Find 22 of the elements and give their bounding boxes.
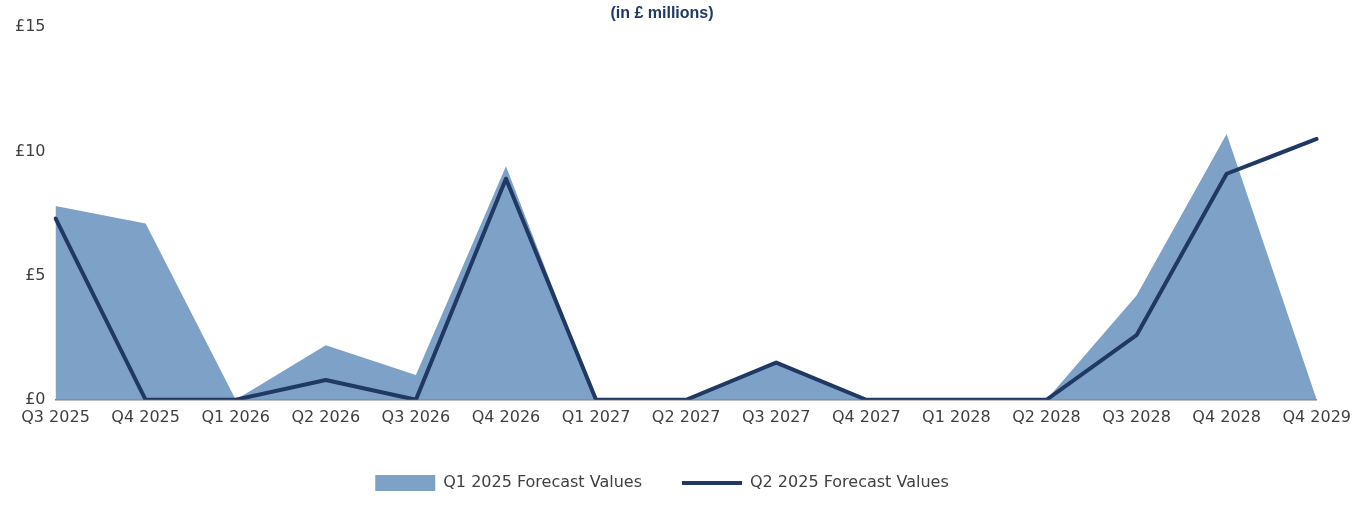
legend-label: Q1 2025 Forecast Values xyxy=(443,472,643,492)
x-tick-label: Q1 2026 xyxy=(201,406,270,426)
x-tick-label: Q2 2028 xyxy=(1012,406,1081,426)
chart-subtitle: (in £ millions) xyxy=(610,4,714,22)
y-tick-label: £15 xyxy=(14,16,46,36)
x-tick-label: Q4 2028 xyxy=(1192,406,1261,426)
x-tick-label: Q1 2028 xyxy=(922,406,991,426)
y-tick-label: £5 xyxy=(25,264,46,284)
x-tick-label: Q4 2029 xyxy=(1282,406,1351,426)
x-tick-label: Q1 2027 xyxy=(561,406,631,426)
x-tick-label: Q2 2027 xyxy=(651,406,721,426)
y-tick-label: £10 xyxy=(14,140,46,160)
x-tick-label: Q3 2028 xyxy=(1102,406,1171,426)
x-tick-label: Q3 2025 xyxy=(21,406,90,426)
x-tick-label: Q4 2025 xyxy=(111,406,180,426)
x-tick-label: Q3 2027 xyxy=(741,406,811,426)
x-tick-label: Q4 2026 xyxy=(471,406,541,426)
x-tick-label: Q3 2026 xyxy=(381,406,451,426)
y-tick-label: £0 xyxy=(25,388,46,408)
legend-label: Q2 2025 Forecast Values xyxy=(750,472,949,492)
x-tick-label: Q4 2027 xyxy=(832,406,901,426)
x-tick-label: Q2 2026 xyxy=(291,406,361,426)
